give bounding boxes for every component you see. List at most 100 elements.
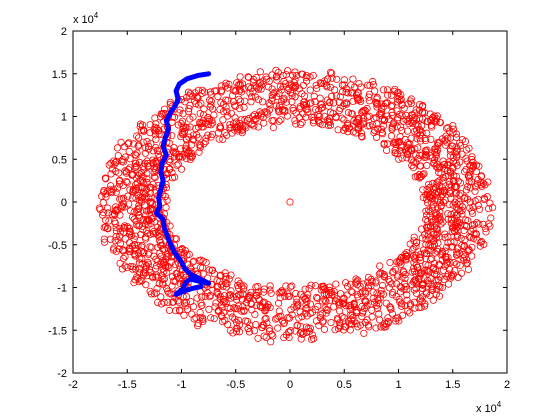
scatter-point [403, 127, 412, 135]
scatter-point [122, 178, 130, 186]
scatter-point [156, 229, 164, 237]
scatter-point [423, 217, 432, 226]
scatter-point [420, 170, 428, 178]
scatter-point [210, 315, 218, 323]
scatter-point [133, 149, 141, 157]
scatter-point [189, 131, 197, 139]
scatter-point [329, 303, 338, 311]
scatter-point [464, 247, 472, 255]
scatter-point [189, 303, 198, 311]
scatter-point [141, 269, 149, 277]
scatter-point [377, 105, 386, 113]
scatter-point [225, 291, 233, 299]
scatter-point [288, 282, 296, 290]
scatter-point [234, 127, 242, 135]
scatter-point [293, 303, 301, 311]
scatter-point [219, 108, 228, 116]
scatter-point [251, 310, 259, 319]
scatter-point [456, 207, 464, 215]
scatter-point [275, 117, 283, 125]
scatter-point [180, 299, 189, 307]
scatter-point [219, 135, 227, 143]
scatter-point [393, 89, 402, 97]
scatter-point [293, 322, 301, 330]
scatter-point [413, 263, 421, 271]
scatter-point [245, 328, 254, 336]
scatter-point [448, 227, 456, 236]
scatter-point [330, 99, 338, 107]
scatter-point [334, 324, 343, 333]
scatter-point [386, 258, 394, 267]
scatter-point [278, 287, 286, 295]
scatter-point [264, 301, 272, 309]
scatter-point [268, 97, 276, 105]
scatter-point [407, 111, 416, 119]
scatter-point [201, 292, 209, 301]
x-tick-label: 2 [504, 379, 510, 391]
scatter-point [397, 284, 405, 292]
scatter-point [393, 273, 401, 281]
scatter-point [196, 308, 204, 317]
scatter-point [421, 150, 430, 158]
plot-marks [95, 66, 497, 346]
scatter-point [400, 268, 408, 276]
scatter-point [213, 288, 221, 296]
scatter-point [244, 324, 252, 333]
scatter-point [467, 227, 475, 235]
scatter-point [217, 311, 225, 319]
scatter-point [142, 235, 150, 243]
scatter-point [121, 223, 129, 232]
scatter-point [105, 161, 113, 169]
scatter-point [138, 241, 146, 250]
scatter-point [388, 124, 396, 132]
scatter-point [397, 302, 406, 310]
scatter-point [306, 73, 314, 81]
scatter-point [199, 111, 208, 119]
scatter-point [173, 273, 182, 281]
scatter-point [262, 333, 270, 341]
scatter-point [168, 272, 177, 281]
scatter-point [285, 328, 293, 336]
scatter-point [266, 286, 274, 294]
scatter-point [135, 141, 143, 149]
scatter-point [361, 318, 369, 327]
scatter-point [110, 161, 118, 169]
scatter-point [404, 139, 412, 147]
scatter-point [420, 249, 429, 257]
scatter-point [483, 193, 491, 201]
scatter-point [399, 267, 407, 275]
scatter-point [291, 83, 300, 91]
scatter-point [177, 119, 185, 128]
scatter-point [449, 153, 457, 161]
scatter-point [355, 80, 363, 88]
scatter-point [418, 103, 427, 111]
scatter-point [285, 333, 293, 342]
scatter-point [421, 266, 429, 275]
x-tick-label: -2 [68, 379, 78, 391]
scatter-point [413, 135, 421, 143]
scatter-point [377, 290, 385, 298]
scatter-point [199, 123, 207, 131]
scatter-point [185, 105, 193, 113]
scatter-point [186, 101, 194, 110]
scatter-point [180, 151, 188, 159]
scatter-point [457, 234, 465, 242]
scatter-point [429, 201, 437, 209]
scatter-point [365, 93, 373, 101]
scatter-point [212, 299, 220, 307]
scatter-point [146, 268, 154, 276]
scatter-point [240, 103, 248, 112]
scatter-point [403, 296, 411, 304]
scatter-point [188, 310, 196, 318]
scatter-point [206, 88, 214, 96]
scatter-point [139, 126, 148, 134]
scatter-point [286, 198, 294, 206]
scatter-point [229, 329, 237, 337]
scatter-point [411, 304, 419, 312]
scatter-point [316, 314, 325, 322]
y-tick-label: 0 [61, 197, 67, 209]
scatter-point [244, 317, 252, 325]
scatter-point [177, 145, 185, 153]
scatter-point [208, 266, 216, 274]
scatter-point [275, 307, 283, 315]
